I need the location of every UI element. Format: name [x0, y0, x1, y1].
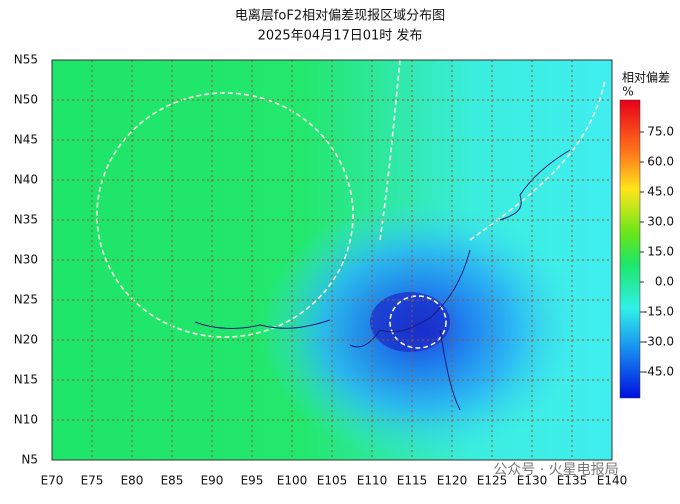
lat-tick-label: N40 — [14, 173, 38, 187]
lat-tick-label: N5 — [21, 453, 38, 467]
contour — [379, 60, 606, 241]
colorbar — [619, 99, 641, 399]
lon-tick-label: E100 — [277, 474, 308, 488]
subtitle: 2025年04月17日01时 发布 — [258, 28, 423, 44]
lon-tick-label: E140 — [597, 474, 628, 488]
lon-tick-label: E115 — [397, 474, 428, 488]
lon-tick-label: E80 — [121, 474, 144, 488]
colorbar-title: 相对偏差 — [622, 70, 670, 85]
lon-tick-label: E75 — [81, 474, 104, 488]
lat-tick-label: N10 — [14, 413, 38, 427]
lon-tick-label: E120 — [437, 474, 468, 488]
colorbar-tick-label: 60.0 — [647, 155, 674, 169]
colorbar-tick-label: 45.0 — [647, 185, 674, 199]
field-anomaly-core — [370, 292, 450, 352]
colorbar-tick-label: 30.0 — [647, 215, 674, 229]
watermark: 公众号 · 火星电报局 — [493, 462, 618, 478]
coastline — [194, 149, 571, 411]
lat-tick-label: N30 — [14, 253, 38, 267]
lat-tick-label: N55 — [14, 53, 38, 67]
lon-tick-label: E135 — [557, 474, 588, 488]
lon-tick-label: E110 — [357, 474, 388, 488]
lon-tick-label: E90 — [201, 474, 224, 488]
colorbar-tick-label: 0.0 — [655, 275, 674, 289]
title: 电离层foF2相对偏差现报区域分布图 — [235, 8, 445, 24]
lon-tick-label: E125 — [477, 474, 508, 488]
lat-tick-label: N25 — [14, 293, 38, 307]
lat-tick-label: N45 — [14, 133, 38, 147]
lat-tick-label: N15 — [14, 373, 38, 387]
contour — [96, 92, 354, 338]
lon-tick-label: E70 — [41, 474, 64, 488]
colorbar-tick-label: -45.0 — [643, 365, 674, 379]
colorbar-unit: % — [622, 85, 633, 99]
graticule — [51, 59, 613, 461]
lon-tick-label: E95 — [241, 474, 264, 488]
colorbar-tick-label: 75.0 — [647, 125, 674, 139]
lat-tick-label: N50 — [14, 93, 38, 107]
lat-tick-label: N20 — [14, 333, 38, 347]
lon-tick-label: E85 — [161, 474, 184, 488]
colorbar-tick-label: -30.0 — [643, 335, 674, 349]
lon-tick-label: E130 — [517, 474, 548, 488]
colorbar-tick-label: 15.0 — [647, 245, 674, 259]
contour — [389, 295, 447, 349]
lon-tick-label: E105 — [317, 474, 348, 488]
colorbar-tick-label: -15.0 — [643, 305, 674, 319]
plot-frame — [51, 59, 613, 461]
lat-tick-label: N35 — [14, 213, 38, 227]
